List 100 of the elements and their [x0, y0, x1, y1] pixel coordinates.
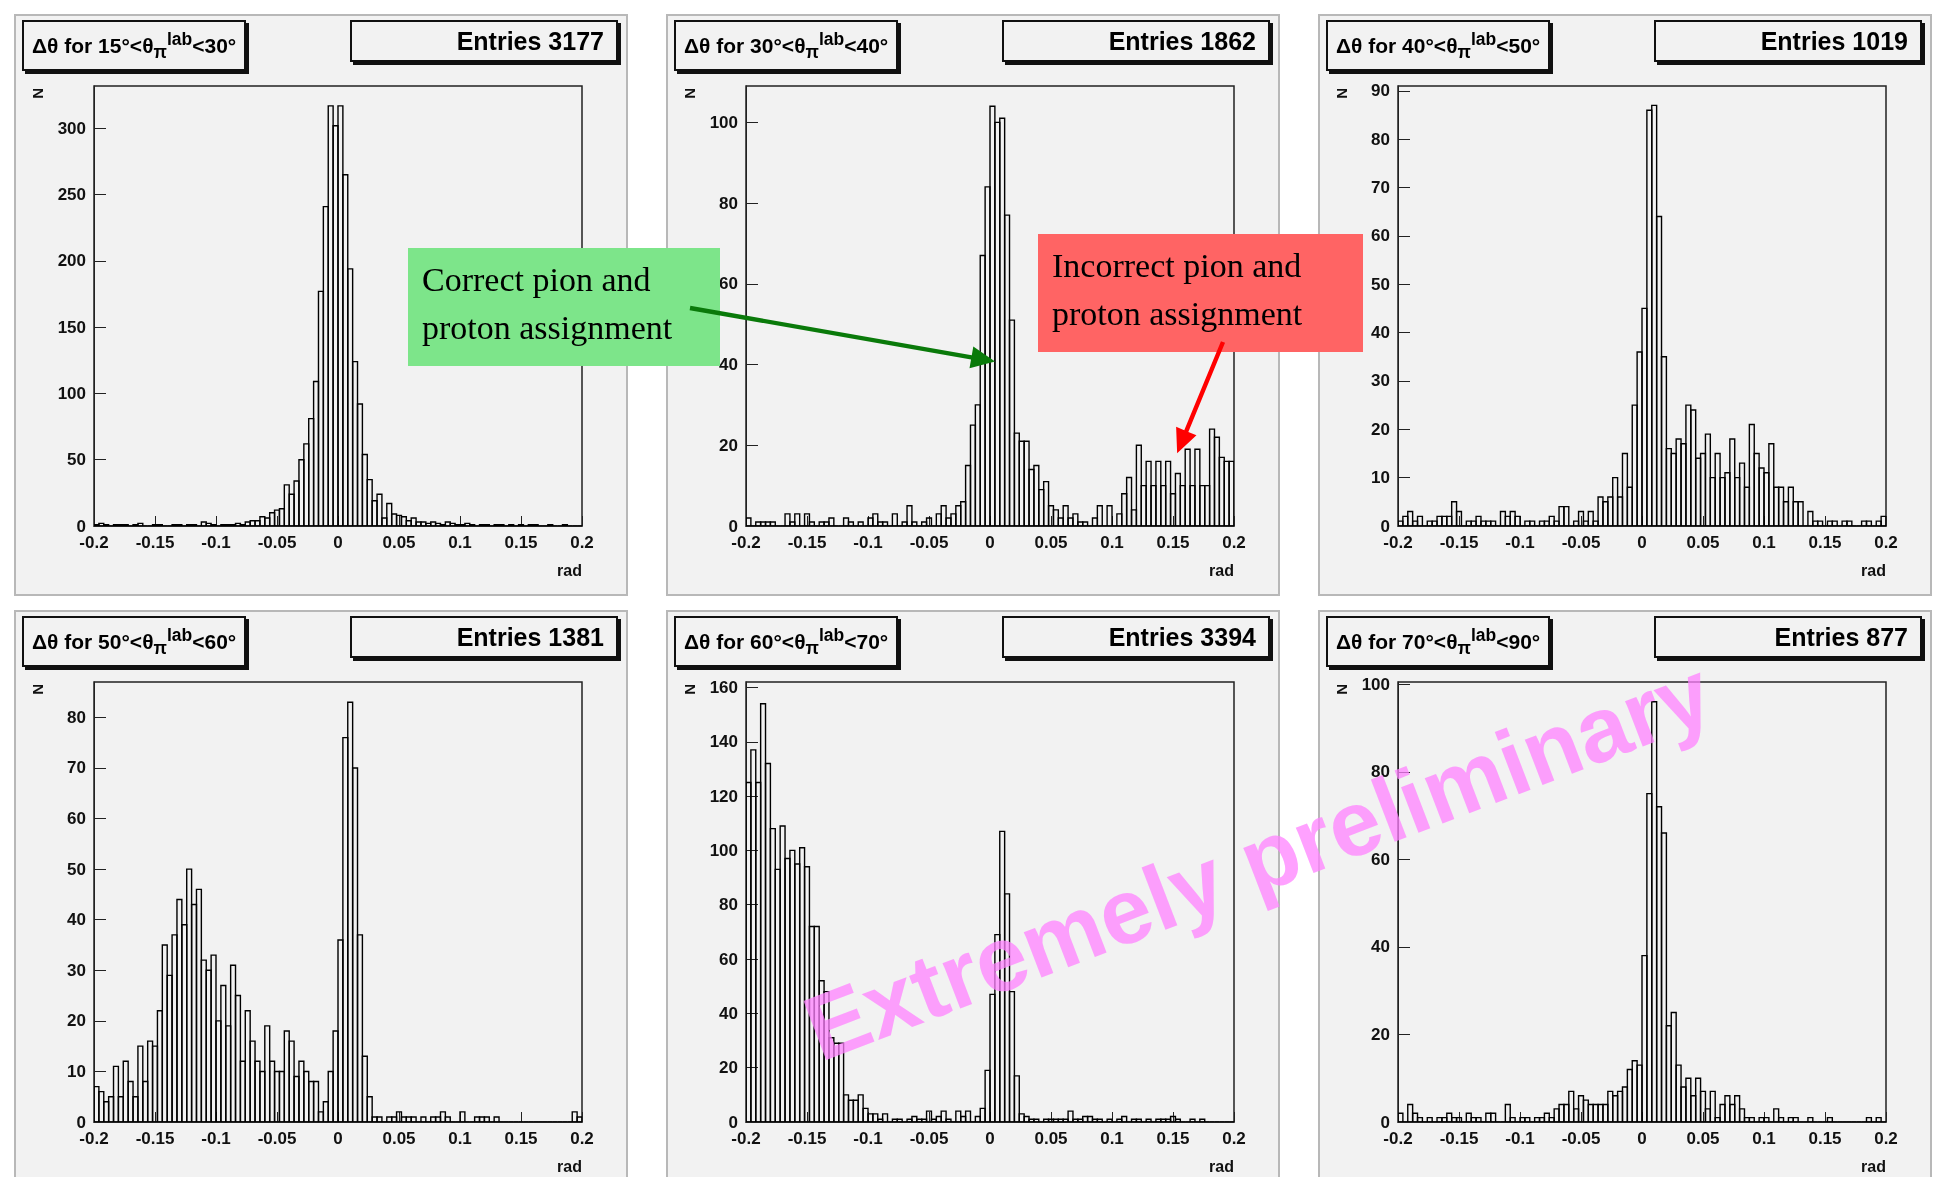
- chart-title: Δθ for 50°<θ$_{π}$$^{lab}$<60°: [22, 616, 247, 668]
- x-tick-label: 0: [1637, 533, 1647, 552]
- annotation: Correct pion and proton assignment: [408, 248, 720, 366]
- y-tick-label: 150: [57, 317, 86, 337]
- y-tick-label: 80: [719, 895, 738, 915]
- x-tick-label: 0.2: [570, 1129, 594, 1148]
- x-tick-label: -0.05: [1561, 1129, 1601, 1148]
- y-tick-label: 40: [719, 355, 738, 375]
- text: Entries 1019: [1654, 20, 1922, 62]
- x-tick-label: 0.05: [382, 533, 416, 552]
- x-tick-label: -0.1: [1505, 1129, 1535, 1148]
- x-axis-title: rad: [1861, 561, 1886, 579]
- x-tick-label: -0.15: [787, 533, 827, 552]
- chart-title: Δθ for 30°<θ$_{π}$$^{lab}$<40°: [674, 20, 899, 72]
- y-tick-label: 80: [1371, 129, 1390, 149]
- x-tick-label: -0.2: [731, 533, 761, 552]
- y-tick-label: 20: [67, 1011, 86, 1031]
- x-tick-label: -0.2: [79, 533, 109, 552]
- x-tick-label: 0.15: [504, 533, 538, 552]
- x-tick-label: -0.1: [853, 1129, 883, 1148]
- x-axis-title: rad: [557, 561, 582, 579]
- y-tick-label: 40: [1371, 323, 1390, 343]
- text: Entries 3394: [1002, 616, 1270, 658]
- x-tick-label: 0.15: [1808, 533, 1842, 552]
- y-tick-label: 140: [709, 732, 738, 752]
- y-tick-label: 100: [709, 112, 738, 132]
- chart-title: Δθ for 60°<θ$_{π}$$^{lab}$<70°: [674, 616, 899, 668]
- y-tick-label: 200: [57, 251, 86, 271]
- y-tick-label: 100: [709, 840, 738, 860]
- y-tick-label: 30: [67, 960, 86, 980]
- x-tick-label: 0.05: [1034, 1129, 1068, 1148]
- chart-title: Δθ for 40°<θ$_{π}$$^{lab}$<50°: [1326, 20, 1551, 72]
- y-tick-label: 20: [1371, 419, 1390, 439]
- y-tick-label: 70: [67, 758, 86, 778]
- y-tick-label: 10: [67, 1061, 86, 1081]
- y-tick-label: 0: [728, 516, 738, 536]
- x-tick-label: 0.2: [1222, 1129, 1246, 1148]
- x-tick-label: 0.15: [1808, 1129, 1842, 1148]
- y-axis-title: N: [681, 684, 698, 695]
- text: Entries 1381: [350, 616, 618, 658]
- y-axis-title: N: [1333, 88, 1350, 99]
- x-tick-label: 0: [333, 533, 343, 552]
- x-tick-label: -0.1: [201, 1129, 231, 1148]
- x-tick-label: 0.2: [1874, 533, 1898, 552]
- x-axis-title: rad: [1209, 1157, 1234, 1175]
- x-tick-label: -0.05: [909, 1129, 949, 1148]
- x-tick-label: -0.15: [1439, 533, 1479, 552]
- y-tick-label: 10: [1371, 468, 1390, 488]
- x-tick-label: -0.2: [731, 1129, 761, 1148]
- y-tick-label: 30: [1371, 371, 1390, 391]
- x-tick-label: -0.1: [1505, 533, 1535, 552]
- y-tick-label: 0: [1380, 1112, 1390, 1132]
- y-tick-label: 90: [1371, 81, 1390, 101]
- x-tick-label: -0.2: [1383, 533, 1413, 552]
- y-tick-label: 0: [1380, 516, 1390, 536]
- x-tick-label: 0.1: [1752, 1129, 1776, 1148]
- y-axis-title: N: [29, 88, 46, 99]
- x-tick-label: 0.1: [1752, 533, 1776, 552]
- x-tick-label: 0.1: [448, 1129, 472, 1148]
- y-tick-label: 20: [1371, 1024, 1390, 1044]
- chart-title: Δθ for 15°<θ$_{π}$$^{lab}$<30°: [22, 20, 247, 72]
- x-axis-title: rad: [1861, 1157, 1886, 1175]
- y-axis-title: N: [681, 88, 698, 99]
- annotation: Incorrect pion and proton assignment: [1038, 234, 1363, 352]
- x-tick-label: 0.1: [1100, 533, 1124, 552]
- x-axis-title: rad: [557, 1157, 582, 1175]
- x-tick-label: -0.15: [135, 1129, 175, 1148]
- x-tick-label: -0.15: [787, 1129, 827, 1148]
- x-tick-label: 0: [985, 533, 995, 552]
- x-tick-label: -0.05: [909, 533, 949, 552]
- x-tick-label: 0.05: [382, 1129, 416, 1148]
- x-tick-label: 0.2: [1222, 533, 1246, 552]
- y-tick-label: 0: [76, 1112, 86, 1132]
- y-tick-label: 60: [1371, 226, 1390, 246]
- y-tick-label: 70: [1371, 178, 1390, 198]
- x-tick-label: 0: [1637, 1129, 1647, 1148]
- x-tick-label: 0: [333, 1129, 343, 1148]
- y-tick-label: 60: [67, 809, 86, 829]
- x-tick-label: 0.15: [1156, 1129, 1190, 1148]
- x-tick-label: 0.2: [570, 533, 594, 552]
- y-tick-label: 60: [719, 949, 738, 969]
- x-tick-label: 0.1: [448, 533, 472, 552]
- text: Entries 3177: [350, 20, 618, 62]
- y-tick-label: 100: [57, 383, 86, 403]
- x-tick-label: -0.2: [1383, 1129, 1413, 1148]
- x-tick-label: 0.05: [1034, 533, 1068, 552]
- y-tick-label: 40: [67, 910, 86, 930]
- y-tick-label: 160: [709, 677, 738, 697]
- y-axis-title: N: [29, 684, 46, 695]
- x-tick-label: -0.1: [853, 533, 883, 552]
- x-tick-label: 0.1: [1100, 1129, 1124, 1148]
- y-tick-label: 120: [709, 786, 738, 806]
- x-tick-label: -0.05: [1561, 533, 1601, 552]
- y-tick-label: 300: [57, 118, 86, 138]
- y-tick-label: 50: [67, 859, 86, 879]
- y-tick-label: 80: [67, 707, 86, 727]
- y-tick-label: 80: [719, 193, 738, 213]
- y-tick-label: 0: [76, 516, 86, 536]
- x-tick-label: 0.15: [504, 1129, 538, 1148]
- x-axis-title: rad: [1209, 561, 1234, 579]
